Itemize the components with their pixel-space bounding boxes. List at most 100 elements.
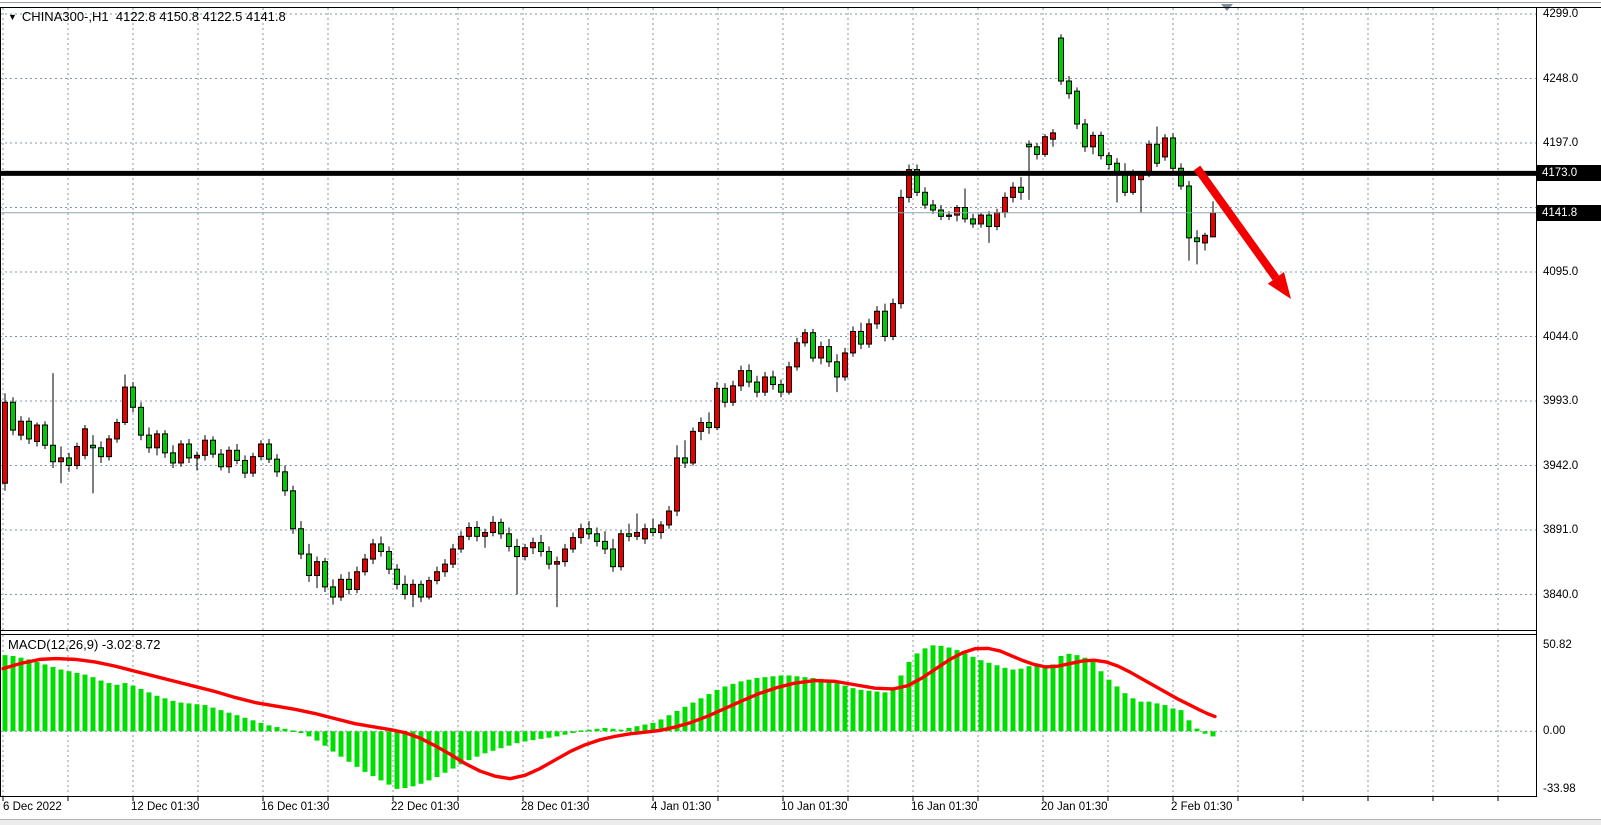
- candle-body: [282, 471, 288, 492]
- macd-histogram-bar: [258, 722, 264, 732]
- macd-histogram-bar: [482, 731, 488, 754]
- macd-histogram-bar: [778, 675, 784, 732]
- candle-body: [226, 449, 232, 468]
- candle-body: [874, 310, 880, 325]
- candle-body: [466, 526, 472, 537]
- line-level-badge: 4173.0: [1537, 165, 1601, 182]
- macd-histogram-bar: [498, 731, 504, 749]
- candle-body: [490, 521, 496, 534]
- macd-histogram-bar: [394, 731, 400, 789]
- macd-histogram-bar: [1154, 703, 1160, 732]
- macd-histogram-bar: [402, 731, 408, 788]
- candle-body: [522, 547, 528, 558]
- macd-histogram-bar: [650, 722, 656, 732]
- macd-histogram-bar: [594, 728, 600, 732]
- candle-body: [1002, 196, 1008, 214]
- macd-histogram-bar: [954, 650, 960, 732]
- macd-histogram-bar: [178, 702, 184, 732]
- price-axis-background[interactable]: [1537, 8, 1601, 797]
- candle-body: [610, 548, 616, 568]
- candle-body: [1170, 137, 1176, 169]
- candle-body: [346, 578, 352, 590]
- macd-histogram-bar: [130, 685, 136, 732]
- candle-body: [130, 386, 136, 408]
- candle-body: [290, 490, 296, 530]
- macd-histogram-bar: [698, 698, 704, 732]
- candle-body: [914, 169, 920, 193]
- candle-body: [546, 551, 552, 565]
- macd-histogram-bar: [450, 731, 456, 769]
- macd-histogram-bar: [546, 731, 552, 738]
- candle-body: [146, 434, 152, 449]
- macd-histogram-bar: [818, 678, 824, 732]
- candle-body: [578, 528, 584, 539]
- candle-body: [1106, 155, 1112, 166]
- macd-histogram-bar: [330, 731, 336, 752]
- macd-histogram-bar: [1210, 731, 1216, 737]
- macd-histogram-bar: [850, 688, 856, 732]
- macd-histogram-bar: [82, 674, 88, 732]
- macd-histogram-bar: [10, 655, 16, 732]
- candle-body: [634, 532, 640, 537]
- candle-body: [394, 568, 400, 585]
- macd-histogram-bar: [554, 731, 560, 737]
- symbol-dropdown-icon: ▼: [8, 12, 17, 22]
- candle-body: [426, 580, 432, 598]
- candle-body: [1058, 37, 1064, 82]
- macd-histogram-bar: [898, 675, 904, 732]
- candle-body: [762, 376, 768, 393]
- candle-body: [898, 196, 904, 305]
- candle-body: [866, 323, 872, 345]
- macd-histogram-bar: [1114, 686, 1120, 732]
- horizontal-line-object[interactable]: [0, 170, 1536, 176]
- macd-histogram-bar: [618, 729, 624, 732]
- macd-histogram-bar: [1122, 693, 1128, 732]
- macd-histogram-bar: [930, 645, 936, 732]
- candle-body: [242, 459, 248, 474]
- price-axis-label: 4299.0: [1543, 8, 1579, 20]
- candle-body: [482, 532, 488, 537]
- macd-histogram-bar: [466, 731, 472, 761]
- candle-body: [674, 457, 680, 512]
- candle-body: [930, 204, 936, 211]
- candle-body: [418, 583, 424, 598]
- candle-body: [1050, 132, 1056, 140]
- trend-arrow-shaft[interactable]: [1193, 165, 1280, 281]
- candle-body: [562, 548, 568, 563]
- macd-histogram-bar: [122, 683, 128, 732]
- candle-body: [794, 342, 800, 368]
- macd-histogram-bar: [762, 677, 768, 732]
- trend-arrow-head[interactable]: [1267, 272, 1291, 299]
- macd-histogram-bar: [434, 731, 440, 777]
- macd-histogram-bar: [674, 710, 680, 732]
- candle-body: [986, 214, 992, 227]
- macd-histogram-bar: [458, 731, 464, 765]
- time-axis-label: 10 Jan 01:30: [781, 801, 848, 813]
- macd-histogram-bar: [266, 725, 272, 732]
- candle-body: [1098, 134, 1104, 157]
- macd-histogram-bar: [978, 660, 984, 732]
- candle-body: [210, 439, 216, 455]
- macd-histogram-bar: [1074, 655, 1080, 732]
- macd-histogram-bar: [1050, 664, 1056, 732]
- candle-body: [234, 449, 240, 461]
- macd-histogram-bar: [386, 731, 392, 785]
- macd-histogram-bar: [770, 676, 776, 732]
- macd-histogram-bar: [138, 688, 144, 732]
- macd-histogram-bar: [106, 683, 112, 732]
- macd-histogram-bar: [634, 726, 640, 732]
- candle-body: [90, 444, 96, 449]
- macd-histogram-bar: [746, 679, 752, 732]
- candle-body: [66, 457, 72, 467]
- candle-body: [946, 214, 952, 217]
- candle-body: [1186, 185, 1192, 239]
- macd-histogram-bar: [282, 728, 288, 732]
- macd-histogram-bar: [42, 664, 48, 732]
- macd-histogram-bar: [578, 730, 584, 732]
- macd-histogram-bar: [626, 727, 632, 732]
- macd-histogram-bar: [18, 657, 24, 732]
- time-axis-label: 22 Dec 01:30: [391, 801, 460, 813]
- candle-body: [218, 453, 224, 468]
